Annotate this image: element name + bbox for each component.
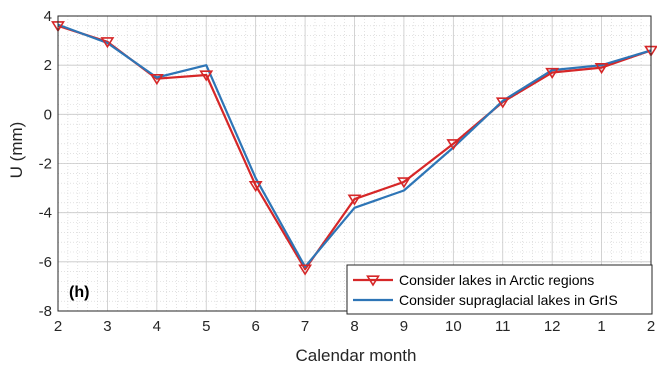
x-tick-label: 12 <box>544 318 561 335</box>
y-tick-label: 2 <box>44 57 52 74</box>
data-point-arctic <box>199 70 214 82</box>
x-tick-label: 11 <box>495 318 511 335</box>
data-point-arctic <box>347 194 362 206</box>
x-tick-label: 3 <box>103 318 111 335</box>
series-line-0 <box>57 24 652 271</box>
legend-marker-arctic <box>366 275 380 287</box>
legend-label-arctic: Consider lakes in Arctic regions <box>399 272 594 288</box>
data-point-arctic <box>396 177 411 189</box>
data-point-arctic <box>594 62 609 75</box>
series-layer <box>51 21 657 276</box>
x-axis-title: Calendar month <box>296 346 417 365</box>
x-tick-label: 7 <box>301 318 309 335</box>
series-line-1 <box>57 23 652 268</box>
legend-box <box>346 264 653 315</box>
y-tick-label: -2 <box>39 156 52 173</box>
x-tick-label: 1 <box>597 318 605 335</box>
legend-label-grIS: Consider supraglacial lakes in GrIS <box>399 292 618 308</box>
y-tick-label: -4 <box>39 205 52 222</box>
y-tick-label: 0 <box>44 106 52 123</box>
y-axis-title: U (mm) <box>7 122 26 179</box>
x-tick-label: 2 <box>54 318 62 335</box>
data-point-arctic <box>100 37 115 49</box>
x-tick-label: 5 <box>202 318 210 335</box>
y-tick-label: 4 <box>44 8 52 25</box>
y-tick-labels: 4 2 0 -2 -4 -6 -8 <box>39 8 52 320</box>
data-point-arctic <box>495 97 510 109</box>
y-tick-label: -8 <box>39 303 52 320</box>
legend: Consider lakes in Arctic regions Conside… <box>346 264 653 315</box>
panel-label: (h) <box>69 284 89 301</box>
x-tick-label: 2 <box>647 318 655 335</box>
data-point-arctic <box>149 74 164 86</box>
data-point-arctic <box>298 264 313 276</box>
y-tick-label: -6 <box>39 254 52 271</box>
data-point-arctic <box>446 139 461 151</box>
data-point-arctic <box>545 67 560 80</box>
x-tick-label: 10 <box>445 318 462 335</box>
data-point-arctic <box>248 180 263 193</box>
x-tick-label: 8 <box>350 318 358 335</box>
x-tick-label: 9 <box>400 318 408 335</box>
x-tick-label: 6 <box>251 318 259 335</box>
x-tick-label: 4 <box>153 318 161 335</box>
x-tick-labels: 2 3 4 5 6 7 8 9 10 11 12 1 2 <box>54 318 655 335</box>
